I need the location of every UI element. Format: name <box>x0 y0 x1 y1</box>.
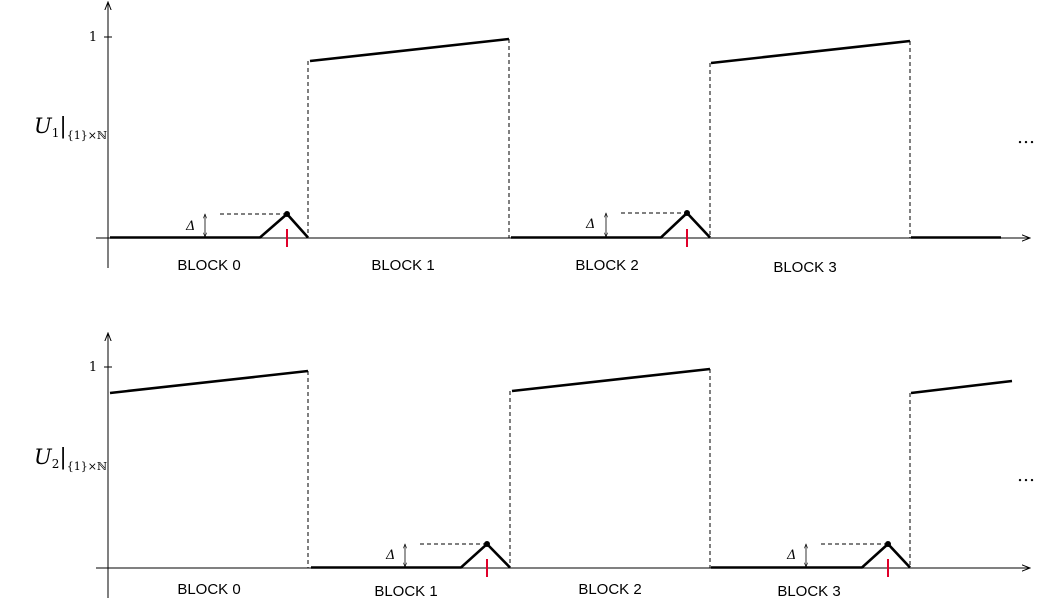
segment-block-3 <box>710 39 911 65</box>
block-label: BLOCK 1 <box>371 257 434 274</box>
delta-annotation: Δ <box>585 210 690 247</box>
panel-u1: 1 U1|{1}×ℕ Δ <box>34 2 1035 276</box>
segment-block-1 <box>309 37 510 63</box>
ellipsis: … <box>1017 127 1035 148</box>
delta-label: Δ <box>585 217 595 232</box>
segment-block-2 <box>511 367 711 393</box>
y-tick-label: 1 <box>89 360 97 375</box>
block-label: BLOCK 0 <box>177 257 240 274</box>
y-axis-label: U1|{1}×ℕ <box>34 114 107 142</box>
y-axis-label: U2|{1}×ℕ <box>34 445 107 473</box>
panel-u2: 1 U2|{1}×ℕ Δ <box>34 333 1035 600</box>
block-label: BLOCK 0 <box>177 581 240 598</box>
block-label: BLOCK 1 <box>374 583 437 600</box>
delta-label: Δ <box>385 548 395 563</box>
function-graph <box>109 367 1013 569</box>
block-label: BLOCK 2 <box>578 581 641 598</box>
function-graph <box>110 37 1001 239</box>
segment-block-2 <box>511 211 711 239</box>
ellipsis: … <box>1017 465 1035 486</box>
delta-annotation: Δ <box>185 211 290 247</box>
block-label: BLOCK 3 <box>773 259 836 276</box>
delta-label: Δ <box>786 548 796 563</box>
segment-block-0 <box>110 212 309 239</box>
segment-block-4 <box>910 379 1013 395</box>
segment-block-1 <box>311 542 511 569</box>
delta-annotation: Δ <box>786 541 891 577</box>
delta-label: Δ <box>185 219 195 234</box>
y-tick-label: 1 <box>89 30 97 45</box>
block-label: BLOCK 3 <box>777 583 840 600</box>
segment-block-0 <box>109 369 309 395</box>
block-label: BLOCK 2 <box>575 257 638 274</box>
segment-block-3 <box>711 542 911 569</box>
delta-annotation: Δ <box>385 541 490 577</box>
